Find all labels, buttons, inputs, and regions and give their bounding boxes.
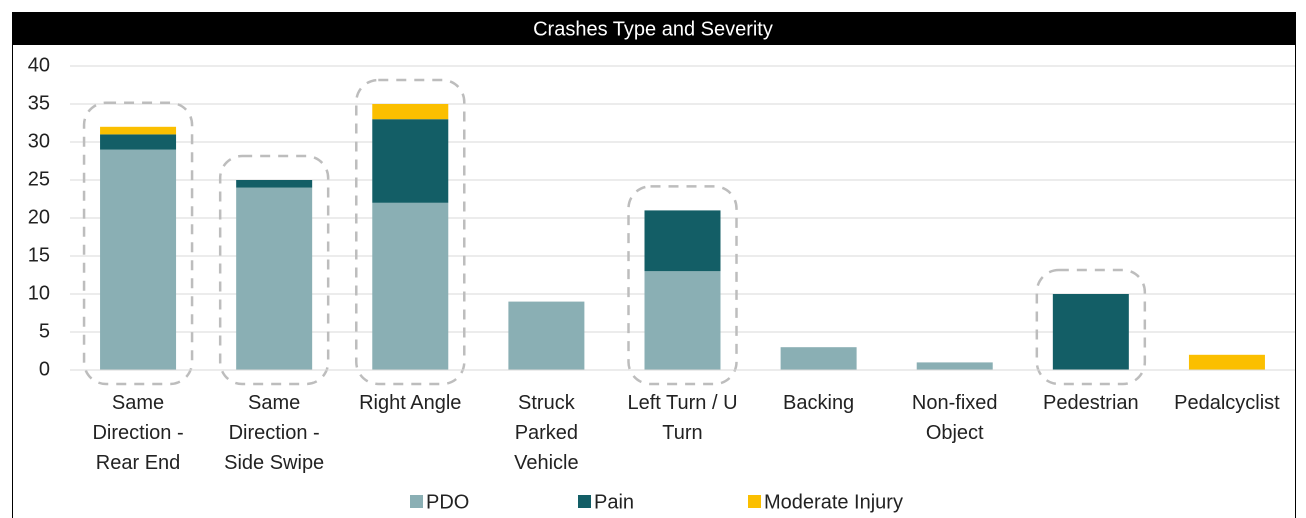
y-tick-label: 30 (28, 130, 50, 152)
y-tick-label: 35 (28, 92, 50, 114)
bar-segment (236, 187, 313, 370)
bar-segment (236, 180, 313, 188)
x-tick-label: Non-fixed Object (911, 392, 998, 444)
title-bar (12, 12, 1295, 45)
x-tick-label: Right Angle (359, 392, 462, 414)
highlight-box (355, 78, 466, 386)
bar-segment (100, 134, 177, 150)
bar-segment (372, 104, 449, 120)
bar-segment (100, 149, 177, 370)
bar-segment (644, 210, 721, 272)
legend-swatch (748, 495, 761, 508)
bar-segment (916, 362, 993, 370)
bar-segment (100, 126, 177, 135)
bar-segment (372, 119, 449, 203)
highlight-box (218, 154, 330, 386)
legend-label: Pain (594, 491, 634, 513)
x-tick-label: Same Direction - Rear End (92, 392, 184, 474)
bar-segment (1052, 294, 1129, 370)
y-tick-label: 0 (39, 358, 50, 380)
y-tick-label: 15 (28, 244, 50, 266)
bar-segment (372, 202, 449, 370)
y-tick-label: 25 (28, 168, 50, 190)
x-tick-label: Backing (783, 392, 855, 414)
legend-swatch (410, 495, 423, 508)
x-tick-label: Pedalcyclist (1174, 392, 1280, 414)
chart-title: Crashes Type and Severity (533, 18, 773, 40)
legend-label: Moderate Injury (764, 491, 903, 513)
x-tick-label: Same Direction - Side Swipe (224, 392, 325, 474)
bar-segment (1188, 354, 1265, 370)
highlight-box (1035, 268, 1147, 386)
x-tick-label: Pedestrian (1043, 392, 1139, 414)
y-tick-label: 20 (28, 206, 50, 228)
y-tick-label: 10 (28, 282, 50, 304)
highlight-box (82, 101, 194, 386)
x-tick-label: Left Turn / U Turn (627, 392, 738, 444)
x-tick-label: Struck Parked Vehicle (514, 392, 579, 474)
y-tick-label: 5 (39, 320, 50, 342)
legend-swatch (578, 495, 591, 508)
bar-segment (644, 271, 721, 370)
bar-segment (780, 347, 857, 370)
bar-segment (508, 301, 585, 370)
y-tick-label: 40 (28, 54, 50, 76)
legend-label: PDO (426, 491, 469, 513)
